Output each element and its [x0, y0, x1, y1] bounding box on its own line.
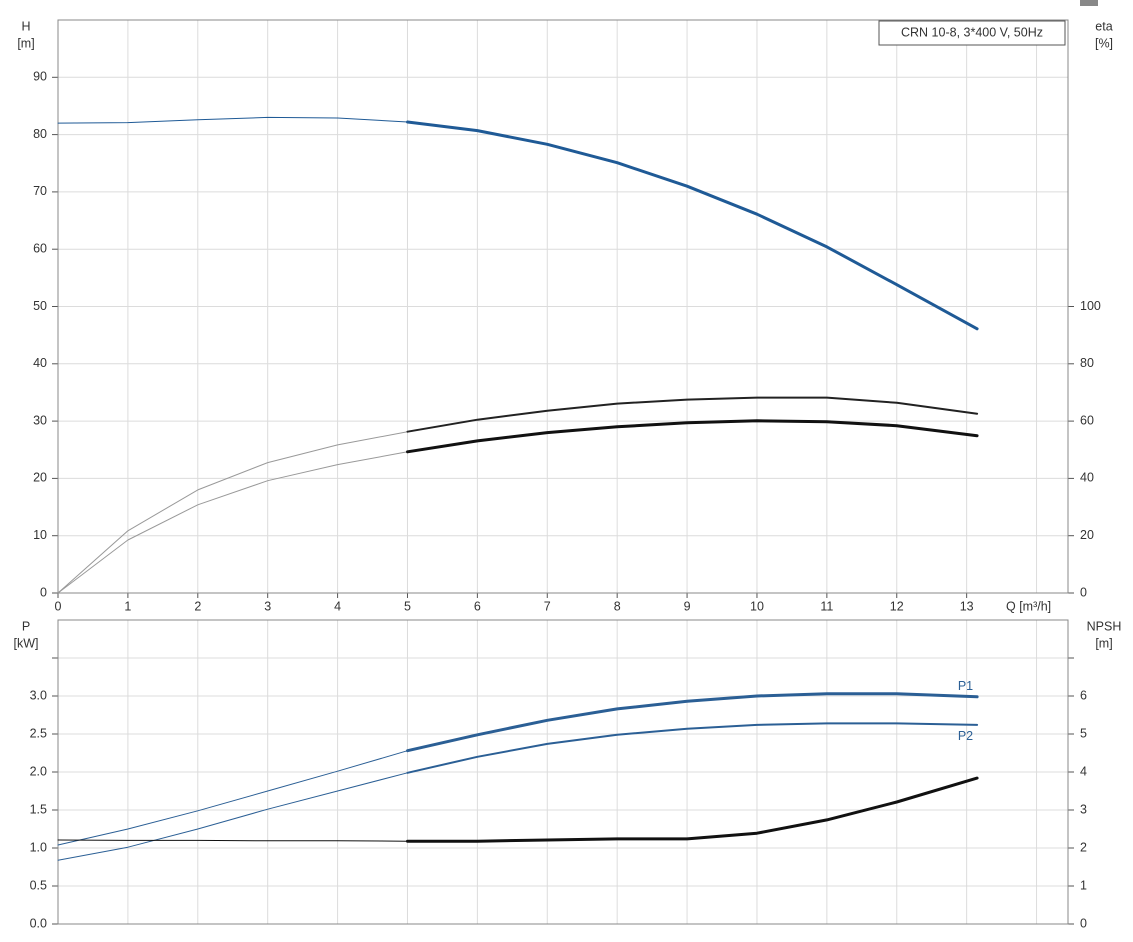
curve	[406, 419, 979, 454]
y2-tick-label: 20	[1080, 528, 1094, 542]
plot-frame	[57, 619, 1069, 925]
x-tick-label: 3	[264, 599, 271, 613]
curve	[406, 120, 979, 331]
curve	[57, 772, 408, 861]
y-tick-label: 1.5	[30, 802, 47, 816]
x-tick-label: 0	[55, 599, 62, 613]
y-tick-label: 0	[40, 585, 47, 599]
y-tick-label: 90	[33, 70, 47, 84]
y-axis-label: [kW]	[14, 636, 39, 650]
annotation-box	[878, 20, 1066, 46]
curve	[406, 776, 979, 843]
x-tick-label: 11	[820, 599, 833, 613]
curve	[57, 839, 408, 842]
y2-tick-label: 5	[1080, 726, 1087, 740]
y2-tick-label: 4	[1080, 764, 1087, 778]
y-tick-label: 60	[33, 241, 47, 255]
y-tick-label: 30	[33, 413, 47, 427]
y2-tick-label: 0	[1080, 916, 1087, 930]
x-axis-label: Q [m³/h]	[1006, 599, 1051, 613]
curve	[57, 116, 408, 124]
x-tick-label: 4	[334, 599, 341, 613]
y-tick-label: 3.0	[30, 688, 47, 702]
curve	[57, 451, 408, 594]
x-tick-label: 8	[614, 599, 621, 613]
x-tick-label: 5	[404, 599, 411, 613]
y-axis-label: H	[21, 19, 30, 33]
y-tick-label: 2.0	[30, 764, 47, 778]
y2-axis-label: [m]	[1095, 636, 1112, 650]
plot-frame	[57, 19, 1069, 594]
y-tick-label: 0.5	[30, 878, 47, 892]
y-tick-label: 1.0	[30, 840, 47, 854]
y2-tick-label: 80	[1080, 356, 1094, 370]
y-tick-label: 2.5	[30, 726, 47, 740]
curve	[57, 431, 408, 594]
annotation: CRN 10-8, 3*400 V, 50Hz	[901, 25, 1043, 39]
y-axis-label: [m]	[17, 36, 34, 50]
curve	[406, 692, 979, 753]
y2-tick-label: 3	[1080, 802, 1087, 816]
y-axis-label: P	[22, 619, 30, 633]
corner-icon	[1080, 0, 1098, 6]
y2-tick-label: 60	[1080, 413, 1094, 427]
y2-axis-label: [%]	[1095, 36, 1113, 50]
y-tick-label: 20	[33, 471, 47, 485]
y-tick-label: 70	[33, 184, 47, 198]
x-tick-label: 2	[194, 599, 201, 613]
y-tick-label: 50	[33, 299, 47, 313]
y2-axis-label: eta	[1095, 19, 1112, 33]
y-tick-label: 40	[33, 356, 47, 370]
curve	[406, 722, 979, 774]
x-tick-label: 13	[960, 599, 974, 613]
series-label: P1	[958, 679, 973, 693]
y2-tick-label: 2	[1080, 840, 1087, 854]
y2-tick-label: 100	[1080, 299, 1101, 313]
curve	[57, 750, 408, 846]
y2-tick-label: 0	[1080, 585, 1087, 599]
y2-tick-label: 1	[1080, 878, 1087, 892]
x-tick-label: 6	[474, 599, 481, 613]
x-tick-label: 12	[890, 599, 904, 613]
y-tick-label: 10	[33, 528, 47, 542]
x-tick-label: 10	[750, 599, 764, 613]
series-label: P2	[958, 729, 973, 743]
y2-tick-label: 6	[1080, 688, 1087, 702]
x-tick-label: 7	[544, 599, 551, 613]
x-tick-label: 9	[684, 599, 691, 613]
y-tick-label: 0.0	[30, 916, 47, 930]
x-tick-label: 1	[124, 599, 131, 613]
y2-axis-label: NPSH	[1087, 619, 1122, 633]
curve	[406, 396, 979, 433]
y2-tick-label: 40	[1080, 471, 1094, 485]
y-tick-label: 80	[33, 127, 47, 141]
